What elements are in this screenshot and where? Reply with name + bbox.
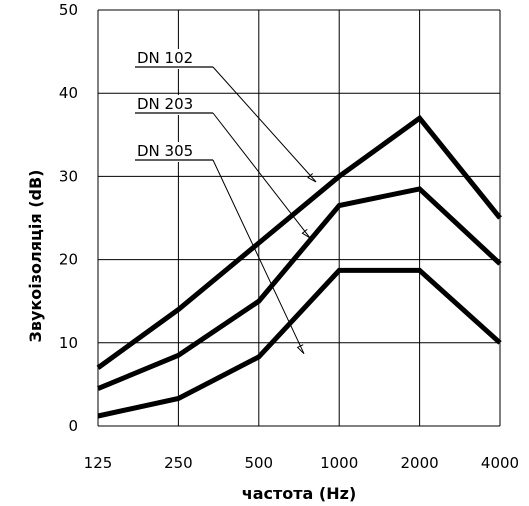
x-tick-label: 250 — [164, 454, 193, 472]
legend-leader-line — [212, 159, 305, 354]
y-tick-label: 0 — [68, 417, 78, 435]
y-tick-labels: 0 10 20 30 40 50 — [59, 1, 78, 435]
x-tick-label: 500 — [244, 454, 273, 472]
legend-label-bg — [133, 142, 215, 162]
legend-label-3: DN 305 — [137, 142, 193, 160]
series-line-2 — [97, 186, 502, 391]
x-tick-label: 1000 — [320, 454, 358, 472]
legend-leaders: DN 102 DN 203 DN 305 — [133, 49, 317, 355]
y-tick-label: 30 — [59, 167, 78, 185]
legend-arrowhead — [307, 173, 317, 183]
x-axis-label: частота (Hz) — [242, 484, 357, 503]
y-tick-label: 10 — [59, 334, 78, 352]
y-tick-label: 40 — [59, 84, 78, 102]
legend-arrowhead — [296, 344, 305, 355]
x-tick-label: 4000 — [481, 454, 519, 472]
grid — [97, 9, 501, 427]
y-tick-label: 50 — [59, 1, 78, 19]
x-tick-label: 125 — [84, 454, 113, 472]
y-axis-label: Звукоізоляція (dB) — [26, 170, 45, 343]
x-tick-labels: 125 250 500 1000 2000 4000 — [84, 454, 519, 472]
legend-label-bg — [133, 49, 215, 69]
series-lines — [96, 114, 502, 419]
x-tick-label: 2000 — [401, 454, 439, 472]
legend-leader-line — [212, 66, 317, 183]
legend-label-2: DN 203 — [137, 95, 193, 113]
legend-label-1: DN 102 — [137, 49, 193, 67]
legend-arrowhead — [301, 229, 311, 239]
series-line-3 — [97, 267, 502, 419]
legend-label-bg — [133, 95, 215, 115]
legend-leader-line — [212, 112, 311, 239]
y-tick-label: 20 — [59, 251, 78, 269]
series-line-1 — [96, 114, 502, 370]
